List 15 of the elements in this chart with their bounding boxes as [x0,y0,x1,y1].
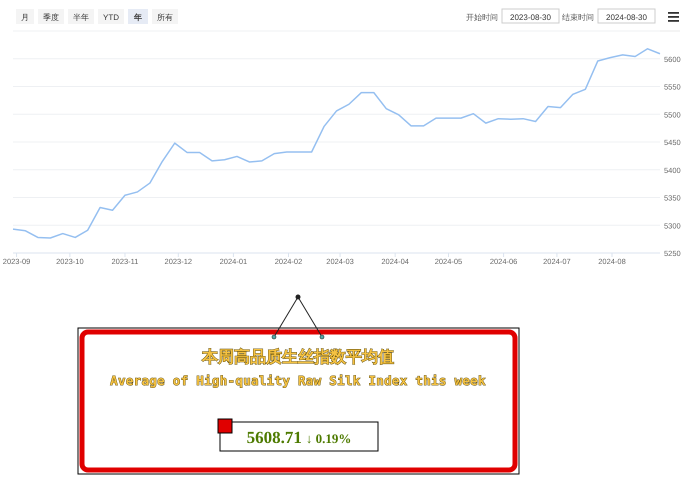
text: 年 [133,13,142,22]
text: 半年 [73,13,89,22]
text: YTD [103,13,120,22]
text: 2024-08-30 [606,13,648,22]
line-series [12,48,661,239]
text: 月 [21,13,29,22]
text: 5608.71 [246,428,302,447]
text: ↓ 0.19% [306,431,352,446]
text: 季度 [43,13,59,22]
text: 本周高品质生丝指数平均值 [201,347,394,366]
text: Average of High-quality Raw Silk Index this week [110,373,486,388]
text: 所有 [157,13,173,22]
text: 开始时间 [466,13,498,22]
text: 结束时间 [562,13,594,22]
text: 2023-08-30 [510,13,552,22]
